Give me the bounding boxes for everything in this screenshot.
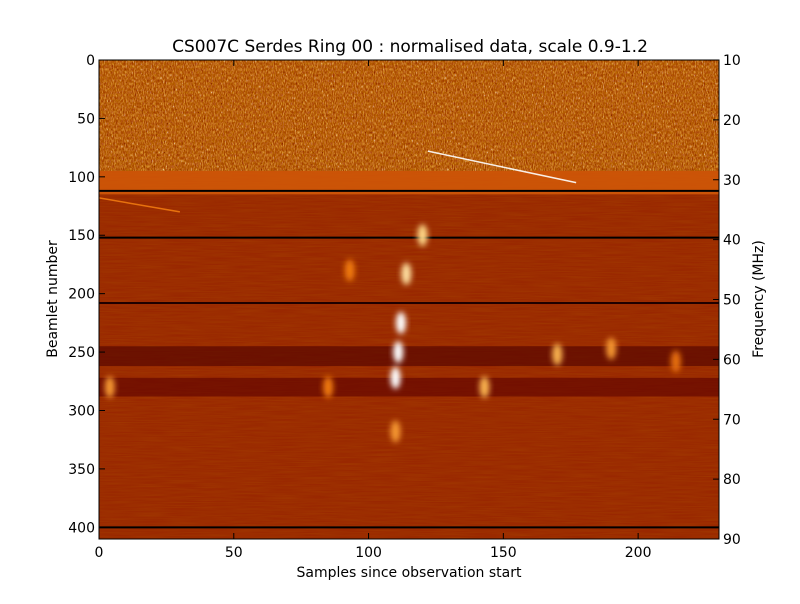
x-axis: 0 50 100 150 200 (95, 60, 652, 561)
heatmap-bands (99, 150, 719, 529)
noise-band-region (99, 60, 719, 171)
diagonal-streak (427, 150, 577, 184)
x-axis-label: Samples since observation start (297, 565, 522, 581)
y2-tick-label: 90 (723, 532, 741, 548)
y2-tick-label: 50 (723, 293, 741, 309)
bright-blob (401, 262, 412, 285)
y-tick-label: 300 (68, 403, 95, 419)
bright-blob (104, 376, 115, 399)
bright-blob (390, 420, 401, 443)
dark-band (99, 377, 719, 397)
x-tick-label: 50 (225, 545, 243, 561)
bright-blob (606, 337, 617, 360)
bright-blob (390, 366, 401, 389)
y2-tick-label: 80 (723, 472, 741, 488)
y-tick-label: 400 (68, 520, 95, 536)
y2-tick-label: 10 (723, 53, 741, 69)
y2-tick-label: 60 (723, 352, 741, 368)
dark-band (99, 346, 719, 367)
bright-blob (395, 311, 406, 334)
y-tick-label: 350 (68, 462, 95, 478)
y-tick-label: 200 (68, 287, 95, 303)
bright-blob (417, 224, 428, 247)
bright-blob (552, 343, 563, 366)
y-axis-label: Beamlet number (45, 240, 61, 358)
y-tick-label: 250 (68, 345, 95, 361)
y-tick-label: 100 (68, 170, 95, 186)
y-axis-left: 0 50 100 150 200 250 300 350 400 (68, 53, 105, 536)
chart-title: CS007C Serdes Ring 00 : normalised data,… (172, 37, 648, 57)
y2-tick-label: 30 (723, 173, 741, 189)
bright-blob (670, 350, 681, 373)
bright-blob (393, 341, 404, 364)
y-tick-label: 50 (77, 111, 95, 127)
x-tick-label: 100 (355, 545, 382, 561)
y-tick-label: 150 (68, 228, 95, 244)
y-tick-label: 0 (86, 53, 95, 69)
x-tick-label: 0 (95, 545, 104, 561)
transition-band (99, 170, 719, 195)
plot-area (99, 60, 719, 539)
y2-tick-label: 40 (723, 233, 741, 249)
y2-tick-label: 70 (723, 412, 741, 428)
bright-blob (479, 376, 490, 399)
bright-blob (344, 259, 355, 282)
x-tick-label: 150 (490, 545, 517, 561)
y2-axis-label: Frequency (MHz) (751, 240, 767, 358)
diagonal-streak (99, 197, 180, 213)
bright-blob (323, 376, 334, 399)
y-axis-right: 10 20 30 40 50 60 70 80 90 (713, 53, 741, 548)
x-tick-label: 200 (625, 545, 652, 561)
y2-tick-label: 20 (723, 113, 741, 129)
heatmap-blobs (104, 224, 681, 443)
